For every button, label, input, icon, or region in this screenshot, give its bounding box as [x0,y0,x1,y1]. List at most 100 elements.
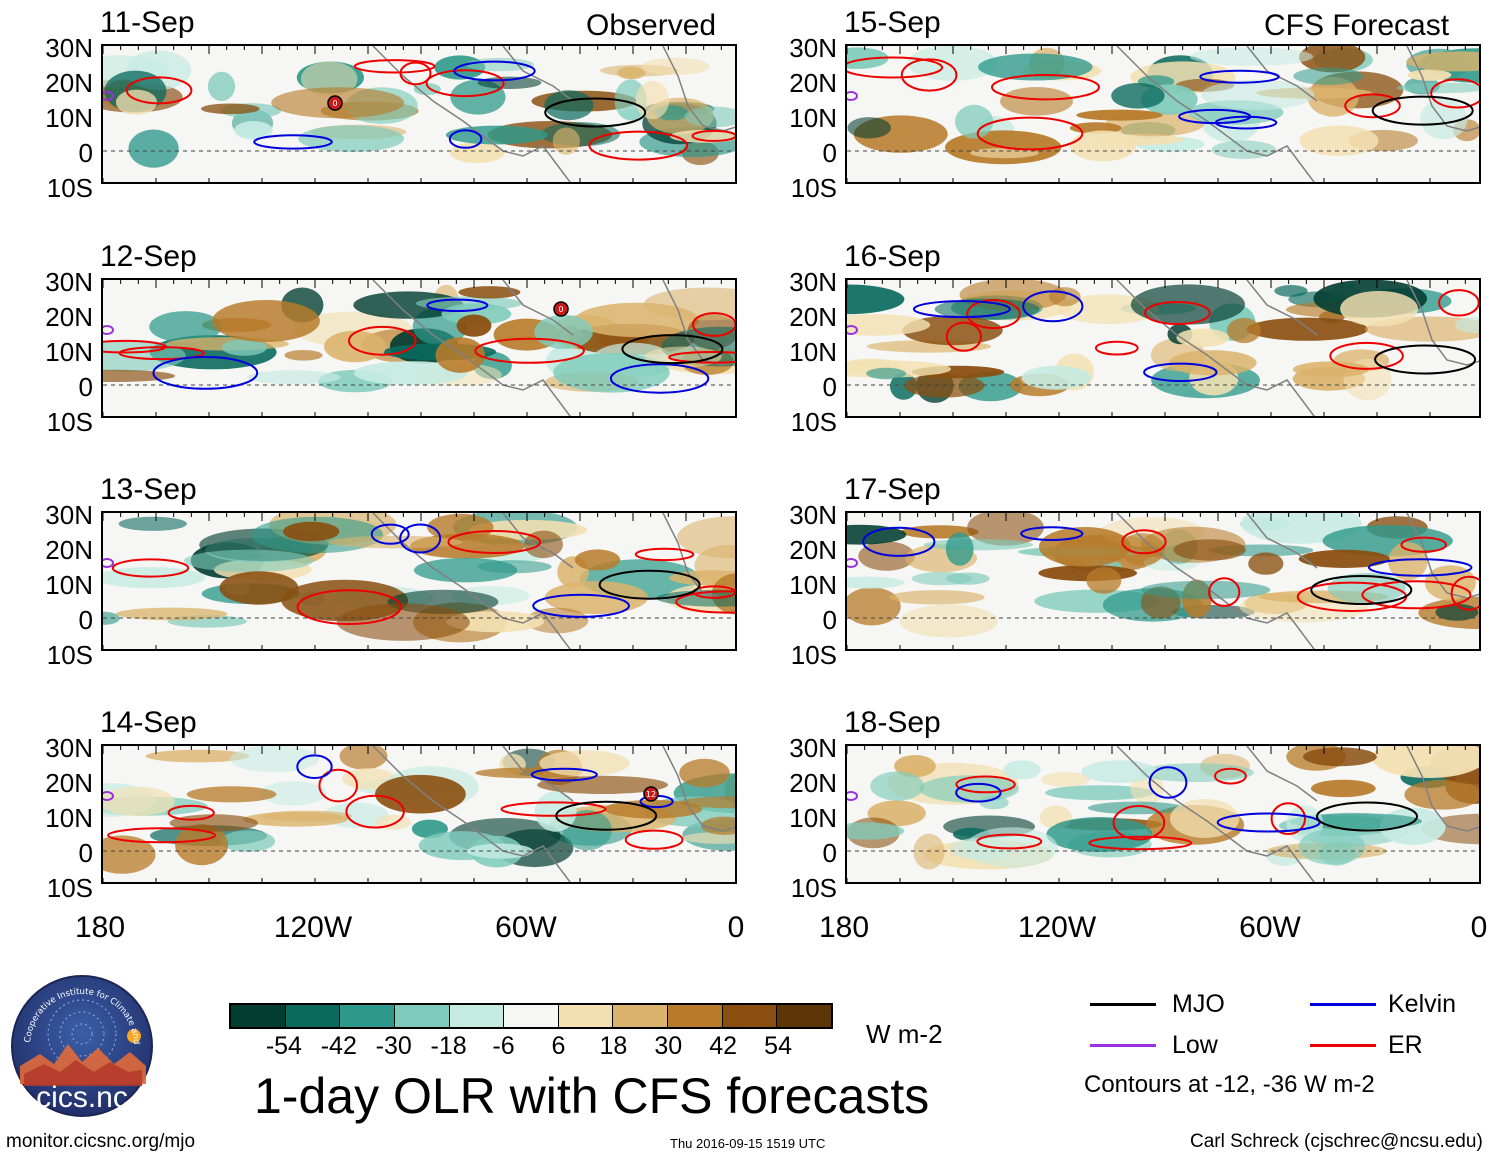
legend-label-mjo: MJO [1172,990,1225,1018]
olr-anomaly-blob [1069,130,1136,162]
kelvin-contour [1143,362,1218,383]
olr-anomaly-blob [477,76,542,89]
olr-anomaly-blob [456,314,492,337]
lat-label: 10N [45,570,93,600]
er-contour [103,339,167,354]
olr-anomaly-blob [574,549,621,571]
olr-anomaly-blob [866,367,907,380]
olr-anomaly-blob [339,746,388,770]
storm-marker-label: 0 [332,99,337,108]
colorbar-tick-label: -30 [375,1032,412,1060]
colorbar-tick-label: 6 [551,1032,566,1060]
lat-label: 20N [45,535,93,565]
er-contour [976,833,1043,850]
olr-anomaly-blob [1173,539,1246,561]
lat-label: 10S [46,873,93,903]
lat-label: 0 [78,838,93,868]
lat-label: 0 [78,372,93,402]
olr-anomaly-blob [1000,87,1073,116]
olr-anomaly-blob [1248,552,1284,575]
lat-label: 0 [78,605,93,635]
olr-anomaly-blob [1292,361,1369,378]
olr-anomaly-blob [847,524,907,545]
olr-anomaly-blob [907,46,998,81]
chart-title: 1-day OLR with CFS forecasts [254,1068,930,1124]
olr-anomaly-blob [1424,565,1476,601]
er-contour [347,325,417,356]
olr-anomaly-blob [1045,785,1155,801]
lon-label: 180 [818,911,870,944]
lat-label: 10S [790,407,837,437]
olr-anomaly-blob [1189,47,1314,66]
olr-anomaly-blob [184,549,314,572]
lat-label: 30N [789,267,837,297]
er-contour [107,827,217,844]
kelvin-contour [1216,812,1321,833]
low-contour [103,91,114,101]
olr-anomaly-blob [847,576,905,589]
panel-date-15-sep: 15-Sep [844,6,941,39]
kelvin-contour [399,523,442,554]
colorbar [229,1003,833,1029]
legend-label-er: ER [1388,1031,1423,1059]
low-contour [103,558,114,568]
olr-anomaly-blob [435,337,485,373]
olr-anomaly-blob [446,611,544,633]
er-contour [1450,575,1479,611]
olr-anomaly-blob [539,750,630,777]
lat-label: 10S [790,640,837,670]
er-contour [966,299,1021,330]
olr-anomaly-blob [221,339,267,356]
colorbar-unit: W m-2 [866,1019,943,1049]
kelvin-contour [453,60,536,82]
colorbar-box [285,1005,341,1027]
lat-label: 30N [45,267,93,297]
olr-anomaly-blob [458,286,521,299]
legend-line-er [1310,1044,1376,1047]
olr-anomaly-blob [103,835,156,874]
coastline [1116,46,1479,182]
olr-anomaly-blob [413,558,518,583]
olr-anomaly-blob [212,300,320,342]
olr-map-13-sep [101,511,737,651]
olr-anomaly-blob [911,571,972,586]
kelvin-contour [1199,69,1280,84]
panel-date-17-sep: 17-Sep [844,473,941,506]
lat-label: 10N [789,103,837,133]
lon-label: 180 [74,911,126,944]
low-contour [847,558,858,568]
er-contour [1438,289,1479,317]
colorbar-tick-label: 30 [654,1032,683,1060]
olr-anomaly-blob [1111,83,1165,109]
footer-url[interactable]: monitor.cicsnc.org/mjo [6,1131,196,1152]
olr-anomaly-blob [353,361,468,385]
olr-anomaly-blob [243,812,348,827]
olr-anomaly-blob [115,89,158,115]
er-contour [691,129,735,142]
legend-line-kelvin [1310,1003,1376,1006]
olr-anomaly-blob [1201,79,1315,110]
kelvin-contour [1148,766,1188,799]
er-contour [447,530,542,554]
mjo-contour [1316,801,1418,832]
olr-map-14-sep: 12 [101,744,737,884]
er-contour [296,589,402,625]
logo-text: cics.nc [36,1081,128,1114]
er-contour [955,775,1016,794]
olr-anomaly-blob [234,121,273,140]
olr-anomaly-blob [1021,365,1091,390]
er-contour [1088,835,1193,851]
er-contour [1121,529,1167,555]
colorbar-box [340,1005,395,1027]
lat-label: 0 [78,138,93,168]
olr-anomaly-blob [1168,350,1257,376]
olr-anomaly-blob [145,749,250,763]
lat-label: 20N [45,768,93,798]
olr-anomaly-blob [1299,125,1379,156]
olr-anomaly-blob [219,571,299,605]
olr-anomaly-blob [220,830,276,852]
olr-anomaly-blob [970,148,1039,159]
coastline [372,46,735,182]
olr-anomaly-blob [1274,285,1308,297]
colorbar-tick-label: 18 [599,1032,628,1060]
